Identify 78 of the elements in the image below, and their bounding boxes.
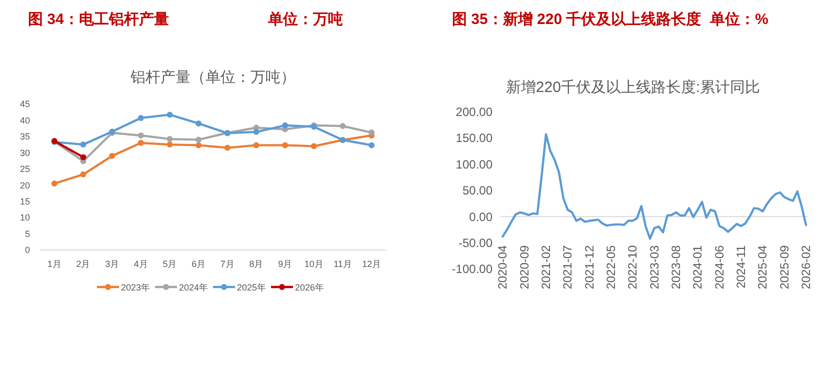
y-tick-label: 15 xyxy=(20,196,30,206)
y-tick-label: 100.00 xyxy=(456,157,493,172)
x-tick-label: 6月 xyxy=(192,259,206,269)
y-tick-label: 5 xyxy=(24,228,30,239)
x-tick-label: 2023-03 xyxy=(647,244,662,290)
point xyxy=(138,140,144,146)
x-tick-label: 2022-10 xyxy=(626,244,640,290)
x-tick-label: 2022-05 xyxy=(604,244,618,290)
x-tick-label: 2025-04 xyxy=(756,244,770,290)
y-tick-label: 35 xyxy=(20,132,30,142)
x-tick-label: 3月 xyxy=(105,259,120,269)
y-tick-label: -50.00 xyxy=(458,236,493,250)
y-tick-label: 0.00 xyxy=(469,210,493,224)
legend-label: 2024年 xyxy=(179,282,208,292)
chart-title: 图 34：电工铝杆产量 xyxy=(28,11,169,28)
chart-subtitle: 铝杆产量（单位：万吨） xyxy=(130,69,296,86)
point xyxy=(310,143,317,150)
x-tick-label: 8月 xyxy=(249,259,264,269)
x-tick-label: 2020-04 xyxy=(496,244,510,290)
legend-label: 2023年 xyxy=(121,282,150,292)
x-tick-label: 12月 xyxy=(362,259,382,269)
point xyxy=(196,142,202,148)
chart-title: 图 35：新增 220 千伏及以上线路长度 xyxy=(452,10,702,28)
point xyxy=(166,112,173,118)
line-series xyxy=(502,133,808,240)
point xyxy=(368,130,375,136)
y-tick-label: 30 xyxy=(20,148,30,158)
y-tick-label: 25 xyxy=(20,164,30,174)
y-tick-label: 45 xyxy=(20,99,30,110)
x-tick-label: 2024-11 xyxy=(734,244,748,288)
y-tick-label: -100.00 xyxy=(452,262,493,276)
point xyxy=(80,142,86,148)
x-tick-label: 2023-08 xyxy=(669,244,684,290)
x-tick-label: 2月 xyxy=(76,259,90,269)
x-tick-label: 2021-02 xyxy=(539,244,554,290)
x-tick-label: 1月 xyxy=(47,259,62,269)
point xyxy=(282,142,288,148)
x-tick-label: 2020-09 xyxy=(517,244,532,290)
point xyxy=(138,132,144,138)
x-tick-label: 2021-07 xyxy=(560,244,575,290)
legend-label: 2025年 xyxy=(237,282,266,292)
x-tick-label: 11月 xyxy=(334,259,352,269)
point xyxy=(109,152,116,159)
point xyxy=(166,142,173,148)
x-tick-label: 7月 xyxy=(220,259,234,269)
text: 单位：万吨 xyxy=(267,11,343,28)
x-tick-label: 5月 xyxy=(162,259,177,269)
point xyxy=(51,180,58,186)
x-tick-label: 2026-02 xyxy=(799,244,814,290)
y-tick-label: 20 xyxy=(20,180,30,190)
y-tick-label: 200.00 xyxy=(456,104,493,119)
y-tick-label: 50.00 xyxy=(462,184,493,198)
chart-subtitle: 新增220千伏及以上线路长度:累计同比 xyxy=(506,79,760,96)
point xyxy=(196,136,202,143)
point xyxy=(282,122,288,128)
point xyxy=(340,123,346,130)
y-tick-label: 40 xyxy=(20,115,30,126)
point xyxy=(80,154,86,160)
y-tick-label: 150.00 xyxy=(456,131,493,146)
x-tick-label: 4月 xyxy=(134,259,148,269)
x-tick-label: 2024-06 xyxy=(712,244,726,290)
x-tick-label: 9月 xyxy=(278,259,292,269)
x-tick-label: 10月 xyxy=(304,259,324,269)
point xyxy=(196,120,202,126)
point xyxy=(224,144,230,151)
x-tick-label: 2024-01 xyxy=(690,244,705,290)
point xyxy=(253,128,260,135)
point xyxy=(80,171,86,178)
point xyxy=(166,136,173,142)
text: 单位：% xyxy=(709,11,768,28)
point xyxy=(253,142,260,148)
y-tick-label: 0 xyxy=(24,245,30,256)
x-tick-label: 2025-09 xyxy=(777,244,792,290)
point xyxy=(368,142,375,148)
x-tick-label: 2021-12 xyxy=(582,244,596,290)
y-tick-label: 10 xyxy=(20,212,30,223)
legend-label: 2026年 xyxy=(295,282,324,292)
point xyxy=(138,114,144,121)
